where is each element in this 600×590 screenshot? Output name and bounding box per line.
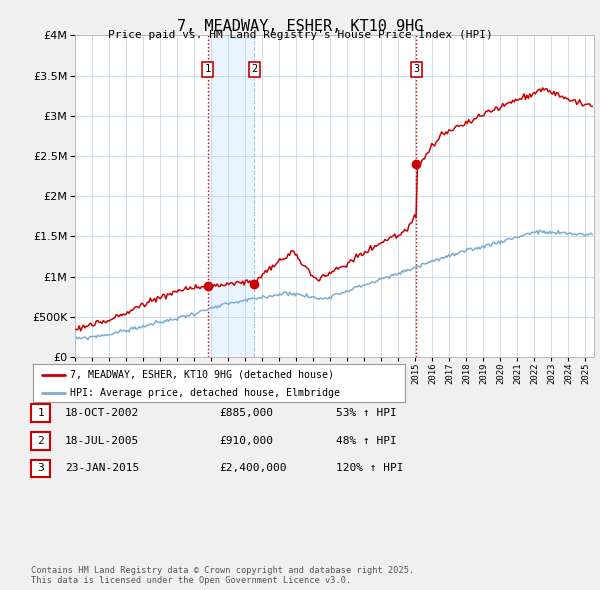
Text: Contains HM Land Registry data © Crown copyright and database right 2025.
This d: Contains HM Land Registry data © Crown c… [31,566,415,585]
Bar [208,35,254,357]
Text: 3: 3 [37,464,44,473]
Text: 3: 3 [413,64,419,74]
Text: 1: 1 [205,64,211,74]
Text: Price paid vs. HM Land Registry's House Price Index (HPI): Price paid vs. HM Land Registry's House … [107,30,493,40]
Text: 53% ↑ HPI: 53% ↑ HPI [336,408,397,418]
Text: HPI: Average price, detached house, Elmbridge: HPI: Average price, detached house, Elmb… [70,388,340,398]
Text: 1: 1 [37,408,44,418]
Text: 48% ↑ HPI: 48% ↑ HPI [336,436,397,445]
Text: 2: 2 [37,436,44,445]
Text: 23-JAN-2015: 23-JAN-2015 [65,464,139,473]
Text: 7, MEADWAY, ESHER, KT10 9HG: 7, MEADWAY, ESHER, KT10 9HG [177,19,423,34]
Text: 2: 2 [251,64,257,74]
Text: £885,000: £885,000 [219,408,273,418]
Text: 120% ↑ HPI: 120% ↑ HPI [336,464,404,473]
Text: 18-JUL-2005: 18-JUL-2005 [65,436,139,445]
Text: £2,400,000: £2,400,000 [219,464,287,473]
Text: 18-OCT-2002: 18-OCT-2002 [65,408,139,418]
Text: 7, MEADWAY, ESHER, KT10 9HG (detached house): 7, MEADWAY, ESHER, KT10 9HG (detached ho… [70,370,334,380]
Text: £910,000: £910,000 [219,436,273,445]
